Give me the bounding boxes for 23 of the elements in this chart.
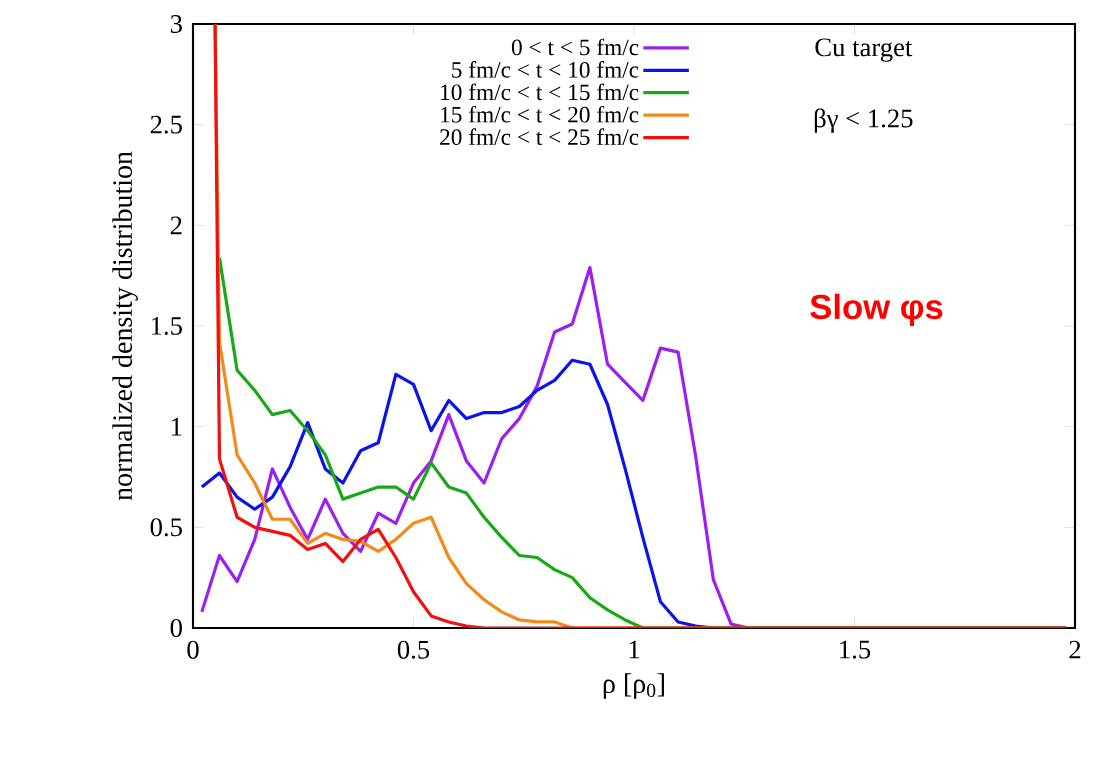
y-tick-label: 0 — [170, 618, 182, 637]
y-tick-label: 0.5 — [150, 518, 182, 537]
line-series — [213, 23, 1068, 628]
x-tick-label: 1 — [629, 640, 640, 659]
annotation: βγ < 1.25 — [814, 108, 913, 133]
legend-label: 10 fm/c < t < 15 fm/c — [441, 83, 639, 101]
annotation: Cu target — [815, 38, 913, 62]
y-tick-label: 2 — [170, 216, 182, 235]
x-tick-label: 0.5 — [397, 640, 430, 659]
x-tick-label: 1.5 — [840, 640, 871, 659]
x-tick-label: 2 — [1069, 640, 1081, 659]
x-axis-title: ρ [ρ$_{0}$] — [603, 673, 664, 699]
legend-label: 5 fm/c < t < 10 fm/c — [452, 61, 639, 78]
y-axis-title: normalized density distribution — [112, 151, 138, 501]
legend-label: 20 fm/c < t < 25 fm/c — [440, 128, 639, 146]
x-tick-label: 0 — [187, 640, 199, 659]
y-tick-label: 1 — [171, 417, 182, 436]
legend-label: 15 fm/c < t < 20 fm/c — [441, 105, 639, 123]
annotation: Slow φs — [810, 293, 943, 327]
y-tick-label: 2.5 — [150, 115, 182, 134]
legend-label: 0 < t < 5 fm/c — [511, 38, 639, 56]
y-tick-label: 1.5 — [151, 316, 182, 335]
y-tick-label: 3 — [170, 15, 182, 33]
